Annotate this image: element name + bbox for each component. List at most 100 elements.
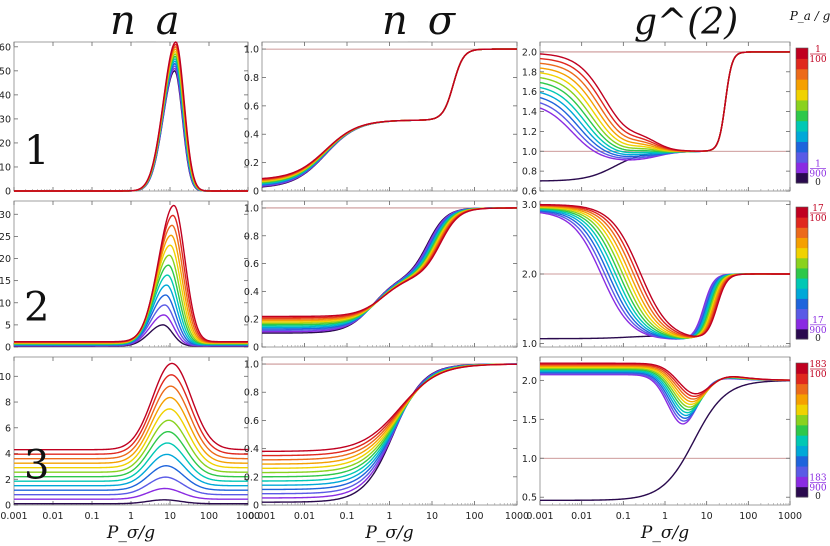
colorbar-swatch (796, 393, 808, 405)
colorbar-low-denominator: 900 (809, 484, 826, 494)
colorbar-swatch (796, 288, 808, 299)
series-group (14, 204, 248, 347)
y-tick-label: 15 (0, 276, 11, 287)
y-tick-label: 0.8 (522, 167, 537, 178)
colorbar-top-denominator: 100 (809, 55, 826, 65)
y-tick-label: 50 (0, 66, 11, 77)
colorbar-zero: 0 (815, 178, 821, 188)
x-tick-label: 0.001 (0, 511, 27, 522)
y-tick-label: 0.2 (244, 158, 259, 169)
y-tick-label: 0 (253, 501, 259, 512)
colorbar-zero: 0 (815, 492, 821, 502)
y-tick-label: 1.0 (522, 147, 537, 158)
series-curve-13 (262, 363, 518, 453)
plot-frame (13, 200, 249, 348)
col-title-1: n_a (110, 0, 180, 44)
panel-row2-na: 0 5 10 15 20 25 30 2 (0, 200, 249, 354)
colorbar-top-numerator: 17 (812, 204, 824, 214)
colorbar-frame (795, 362, 809, 498)
colorbar-top-denominator: 100 (809, 370, 826, 380)
series-curve-13 (14, 204, 248, 343)
y-tick-label: 0.8 (244, 388, 259, 399)
y-tick-label: 1.6 (522, 87, 537, 98)
series-curve-13 (14, 362, 248, 451)
y-tick-label: 10 (0, 372, 11, 383)
y-tick-label: 8 (5, 398, 11, 409)
column-titles: n_a n_σ g^(2) (110, 0, 738, 44)
row-label-2: 2 (24, 285, 49, 331)
colorbar-swatch (796, 217, 808, 228)
colorbar-top-numerator: 1 (815, 45, 821, 55)
colorbar-swatch (796, 79, 808, 91)
series-group (14, 362, 249, 505)
y-tick-label: 0.6 (522, 187, 537, 198)
series-curve-3 (14, 476, 248, 496)
panel-row1-na: 0 10 20 30 40 50 60 1 (0, 41, 249, 198)
colorbar-swatch (796, 162, 808, 174)
colorbar-swatch (796, 131, 808, 142)
x-tick-label: 100 (739, 511, 757, 522)
colorbar-swatch (796, 435, 808, 446)
y-tick-label: 1.2 (522, 127, 537, 138)
x-tick-label: 10 (426, 511, 438, 522)
series-group (539, 203, 790, 340)
y-tick-label: 1.0 (244, 203, 259, 214)
colorbar-swatch (796, 466, 808, 477)
col-title-2: n_σ (382, 0, 457, 44)
y-tick-label: 2 (5, 475, 11, 486)
x-tick-label: 0.01 (571, 511, 592, 522)
y-tick-label: 3.0 (522, 200, 537, 211)
y-tick-label: 60 (0, 42, 11, 53)
col-title-nsigma: n_σ (382, 0, 457, 44)
y-tick-label: 0.4 (244, 130, 259, 141)
y-tick-label: 0 (253, 343, 259, 354)
series-curve-7 (14, 430, 248, 478)
colorbar-swatch (796, 207, 808, 218)
x-tick-label: 0.01 (42, 511, 63, 522)
y-tick-label: 1.8 (522, 67, 537, 78)
colorbar-swatch (796, 237, 808, 249)
col-title-na: n_a (110, 0, 180, 44)
x-axis-label-2: P_σ/g (364, 523, 413, 543)
plot-frame (13, 41, 249, 192)
series-curve-8 (14, 419, 248, 473)
y-tick-label: 2.0 (522, 47, 537, 58)
colorbar-swatch (796, 99, 808, 111)
y-tick-label: 1.0 (522, 454, 537, 465)
colorbar-swatch (796, 455, 808, 467)
x-tick-label: 0.1 (339, 511, 354, 522)
series-curve-13 (261, 48, 517, 180)
colorbar-swatch (796, 267, 808, 279)
series-group (539, 51, 790, 182)
colorbar-swatch (796, 404, 808, 416)
series-curve-13 (262, 207, 518, 318)
series-curve-1 (540, 379, 791, 502)
col-title-3: g^(2) (634, 2, 738, 43)
y-tick-label: 6 (5, 423, 11, 434)
colorbar-swatch (796, 308, 808, 320)
series-curve-6 (14, 442, 248, 482)
series-group (261, 48, 517, 188)
y-tick-label: 0.8 (244, 73, 259, 84)
y-tick-label: 0.2 (244, 472, 259, 483)
colorbar-swatch (796, 120, 808, 132)
y-tick-label: 1.0 (522, 339, 537, 350)
y-tick-label: 1.0 (244, 360, 259, 371)
y-tick-label: 0.5 (522, 493, 537, 504)
series-curve-1 (14, 499, 248, 505)
colorbar-swatch (796, 318, 808, 330)
colorbar-swatch (796, 486, 808, 498)
series-group (261, 207, 518, 334)
series-group (14, 41, 248, 192)
y-tick-label: 0.4 (244, 287, 259, 298)
y-tick-label: 0.6 (244, 416, 259, 427)
x-axis-labels: P_σ/g P_σ/g P_σ/g (106, 523, 689, 543)
colorbar-label: P_a / g (789, 9, 830, 23)
colorbar-swatch (796, 424, 808, 436)
series-group (540, 362, 791, 502)
panel-row2-g2: 1.0 2.0 3.0 (522, 200, 791, 350)
colorbar-swatch (796, 247, 808, 259)
colorbar-low-numerator: 17 (812, 316, 824, 326)
y-tick-label: 1.0 (244, 45, 259, 56)
